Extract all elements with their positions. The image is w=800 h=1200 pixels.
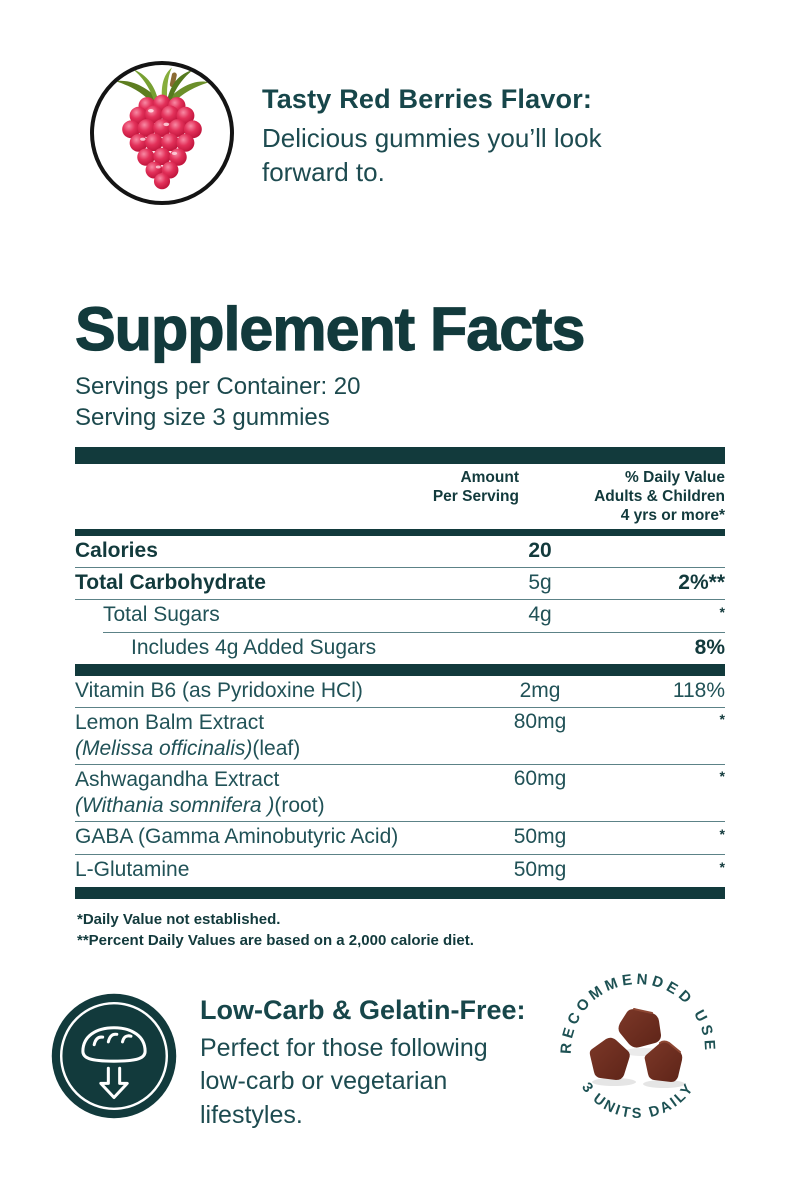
serving-size: Serving size 3 gummies — [75, 404, 330, 432]
servings-per-container: Servings per Container: 20 — [75, 373, 361, 400]
section-divider-bar — [75, 663, 725, 676]
row-total-sugars: Total Sugars 4g * — [103, 602, 725, 626]
row-added-sugars: Includes 4g Added Sugars 8% — [131, 635, 725, 659]
down-arrow — [99, 1066, 129, 1099]
footnote-percent-dv: **Percent Daily Values are based on a 2,… — [77, 932, 474, 950]
top-feature-text: Tasty Red Berries Flavor: Delicious gumm… — [262, 84, 682, 190]
bread-loaf — [81, 1026, 147, 1063]
table-top-bar — [75, 446, 725, 464]
amount-column-header: Amount Per Serving — [432, 468, 519, 505]
low-carb-description: Perfect for those following low-carb or … — [200, 1034, 488, 1129]
supplement-facts-title: Supplement Facts — [74, 295, 586, 363]
row-divider — [75, 566, 725, 568]
gummy-right — [644, 1041, 683, 1082]
row-divider — [75, 763, 725, 765]
raspberry-drupelets — [122, 94, 202, 190]
row-divider — [75, 853, 725, 855]
recommended-use-badge: RECOMMENDED USE 3 UNITS DAILY — [550, 963, 726, 1139]
flavor-description: Delicious gummies you’ll look forward to… — [262, 123, 602, 187]
flavor-title: Tasty Red Berries Flavor: — [262, 84, 593, 114]
row-total-carbohydrate: Total Carbohydrate 5g 2%** — [75, 570, 725, 594]
low-carb-icon-circle — [48, 990, 180, 1122]
gummy-left — [589, 1037, 630, 1080]
raspberry-image — [115, 67, 209, 190]
row-vitamin-b6: Vitamin B6 (as Pyridoxine HCl) 2mg 118% — [75, 678, 725, 702]
gummy-top — [618, 1009, 661, 1048]
row-divider — [75, 706, 725, 708]
raspberry-photo — [90, 61, 234, 205]
row-gaba: GABA (Gamma Aminobutyric Acid) 50mg * — [75, 824, 725, 848]
row-divider — [75, 820, 725, 822]
daily-value-column-header: % Daily Value Adults & Children 4 yrs or… — [594, 468, 725, 524]
three-gummies — [589, 1008, 685, 1088]
recommended-use-stamp: RECOMMENDED USE 3 UNITS DAILY — [558, 971, 715, 1122]
row-ashwagandha: Ashwagandha Extract (Withania somnifera … — [75, 766, 725, 817]
row-l-glutamine: L-Glutamine 50mg * — [75, 857, 725, 881]
bread-down-arrow-icon — [51, 993, 177, 1119]
footnotes: *Daily Value not established. **Percent … — [75, 909, 725, 953]
header-separator-bar — [75, 528, 725, 536]
bottom-feature-text: Low-Carb & Gelatin-Free: Perfect for tho… — [200, 995, 540, 1132]
row-calories: Calories 20 — [75, 538, 552, 562]
row-divider-indented — [103, 631, 725, 633]
table-bottom-bar — [75, 886, 725, 899]
row-divider — [75, 598, 725, 600]
low-carb-title: Low-Carb & Gelatin-Free: — [200, 995, 526, 1025]
row-lemon-balm: Lemon Balm Extract (Melissa officinalis)… — [75, 709, 725, 760]
table-header-row: Amount Per Serving % Daily Value Adults … — [75, 464, 725, 529]
supplement-facts-panel: Supplement Facts Servings per Container:… — [74, 295, 725, 953]
footnote-daily-value: *Daily Value not established. — [77, 910, 281, 928]
